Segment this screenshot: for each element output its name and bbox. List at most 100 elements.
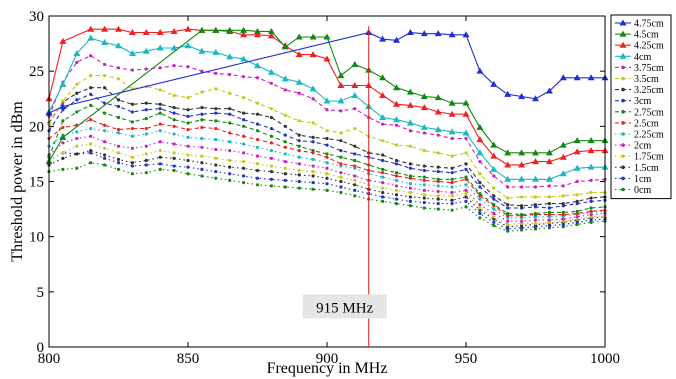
data-point xyxy=(448,99,456,106)
data-point xyxy=(492,217,496,221)
data-point xyxy=(184,42,192,49)
data-point xyxy=(533,227,538,231)
data-point xyxy=(309,33,317,40)
data-point xyxy=(337,82,345,89)
data-point xyxy=(394,197,399,201)
data-point xyxy=(464,195,468,199)
data-point xyxy=(184,25,192,32)
data-point xyxy=(573,74,581,81)
data-point xyxy=(101,38,109,45)
data-point xyxy=(561,217,565,221)
data-point xyxy=(186,114,190,119)
legend-marker xyxy=(621,143,625,147)
data-point xyxy=(200,118,204,122)
data-point xyxy=(339,139,343,143)
legend-item-1: 4.5cm xyxy=(615,30,659,41)
data-point xyxy=(406,101,414,108)
data-point xyxy=(115,42,122,49)
x-tick-label: 900 xyxy=(316,351,339,367)
data-point xyxy=(297,168,301,173)
data-point xyxy=(214,71,218,75)
data-point xyxy=(116,144,121,148)
data-point xyxy=(462,99,470,106)
data-point xyxy=(490,80,498,87)
data-point xyxy=(198,26,206,33)
data-point xyxy=(283,88,287,92)
data-point xyxy=(478,203,482,207)
data-point xyxy=(144,152,148,156)
data-point xyxy=(311,187,315,191)
data-point xyxy=(130,161,134,165)
data-point xyxy=(520,228,524,232)
data-point xyxy=(394,193,399,197)
data-point xyxy=(561,194,565,198)
data-point xyxy=(533,211,538,216)
data-point xyxy=(420,104,428,111)
data-point xyxy=(339,155,343,159)
data-point xyxy=(89,142,93,146)
data-point xyxy=(269,184,273,188)
data-point xyxy=(283,172,287,176)
data-point xyxy=(436,189,440,194)
data-point xyxy=(422,193,426,197)
data-point xyxy=(492,174,496,178)
data-point xyxy=(255,129,260,133)
data-point xyxy=(240,55,248,62)
data-point xyxy=(283,185,287,189)
data-point xyxy=(158,140,162,144)
data-point xyxy=(478,216,482,220)
data-point xyxy=(506,225,510,229)
y-tick-label: 10 xyxy=(29,230,44,246)
legend-item-14: 1cm xyxy=(615,174,651,185)
data-point xyxy=(561,210,565,214)
data-point xyxy=(186,135,190,139)
data-point xyxy=(575,222,579,227)
data-point xyxy=(325,182,329,186)
data-point xyxy=(518,161,526,168)
data-point xyxy=(353,144,357,148)
data-point xyxy=(490,165,498,172)
data-point xyxy=(228,112,232,116)
legend-label: 2cm xyxy=(634,141,651,152)
data-point xyxy=(130,146,134,150)
legend-item-9: 2.5cm xyxy=(615,118,659,129)
data-point xyxy=(422,178,426,182)
data-point xyxy=(156,44,164,51)
data-point xyxy=(130,126,134,131)
data-point xyxy=(142,47,150,54)
data-point xyxy=(351,91,359,98)
data-point xyxy=(103,163,107,167)
data-point xyxy=(297,144,301,148)
data-point xyxy=(255,112,260,116)
data-point xyxy=(408,144,412,148)
legend-marker xyxy=(621,76,625,81)
data-point xyxy=(186,158,190,163)
data-point xyxy=(589,199,593,203)
data-point xyxy=(478,185,482,189)
data-point xyxy=(381,153,385,157)
data-point xyxy=(420,30,428,37)
data-point xyxy=(561,219,565,223)
data-point xyxy=(59,133,67,140)
data-point xyxy=(436,201,440,206)
data-point xyxy=(309,85,317,92)
data-point xyxy=(130,110,134,114)
data-point xyxy=(339,171,343,175)
data-point xyxy=(186,144,190,148)
data-point xyxy=(478,160,482,164)
data-point xyxy=(61,125,65,130)
data-point xyxy=(158,162,162,166)
data-point xyxy=(89,151,93,155)
data-point xyxy=(353,174,357,178)
data-point xyxy=(158,155,162,159)
data-point xyxy=(116,167,121,171)
data-point xyxy=(408,176,412,180)
data-point xyxy=(422,168,426,173)
data-point xyxy=(464,192,468,196)
data-point xyxy=(436,151,440,155)
series-line-6 xyxy=(48,87,606,207)
legend-label: 1.5cm xyxy=(634,163,659,174)
data-point xyxy=(381,181,385,185)
data-point xyxy=(492,215,496,219)
data-point xyxy=(406,119,414,126)
